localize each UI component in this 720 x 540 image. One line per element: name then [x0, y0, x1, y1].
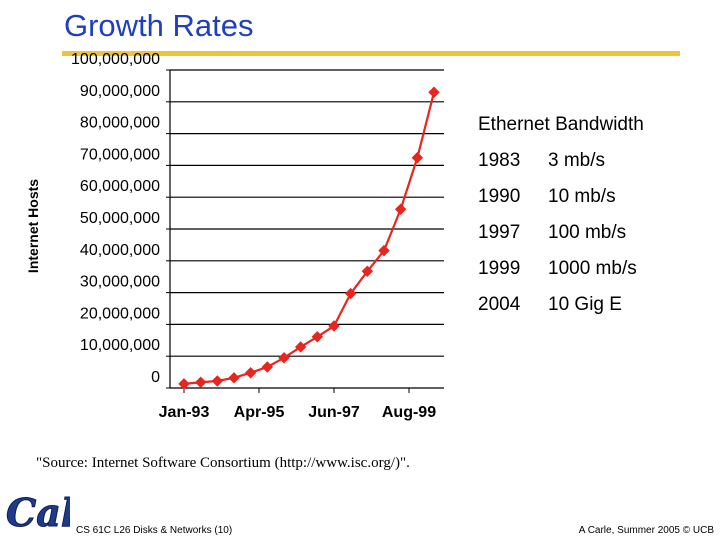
bandwidth-year: 1999 — [478, 258, 521, 279]
bandwidth-speed: 3 mb/s — [548, 150, 606, 171]
data-point — [411, 152, 424, 164]
y-tick-label: 80,000,000 — [80, 115, 160, 132]
bandwidth-title: Ethernet Bandwidth — [478, 114, 644, 135]
y-tick-labels: 0 10,000,000 20,000,000 30,000,000 40,000,00… — [71, 51, 160, 386]
bandwidth-year: 1990 — [478, 186, 521, 207]
x-tick-label: Jun-97 — [308, 404, 360, 421]
data-point — [211, 375, 224, 387]
bandwidth-speed: 10 mb/s — [548, 186, 616, 207]
chart-gridlines — [170, 69, 444, 357]
cal-logo: Cal — [6, 490, 71, 536]
y-tick-label: 100,000,000 — [71, 51, 160, 68]
bandwidth-year: 1997 — [478, 222, 521, 243]
bandwidth-year: 2004 — [478, 294, 521, 315]
bandwidth-speed: 100 mb/s — [548, 222, 627, 243]
y-tick-label: 50,000,000 — [80, 210, 160, 227]
bandwidth-row: 1990 10 mb/s — [478, 186, 616, 208]
bandwidth-row: 1999 1000 mb/s — [478, 258, 637, 280]
data-point — [294, 341, 307, 353]
data-point — [344, 287, 357, 300]
data-point — [378, 244, 390, 257]
footer-course: CS 61C L26 Disks & Networks (10) — [76, 525, 233, 536]
y-axis-label: Internet Hosts — [25, 179, 41, 273]
x-tick-labels: Jan-93 Apr-95 Jun-97 Aug-99 — [159, 404, 437, 421]
data-point — [194, 376, 207, 388]
data-point — [361, 265, 374, 278]
data-point — [228, 372, 240, 384]
data-point — [394, 203, 407, 215]
hosts-growth-chart: 0 10,000,000 20,000,000 30,000,000 40,000,00… — [25, 51, 444, 421]
title-underline — [62, 51, 680, 56]
bandwidth-year: 1983 — [478, 150, 521, 171]
source-citation: "Source: Internet Software Consortium (h… — [36, 455, 410, 471]
data-point — [261, 361, 274, 373]
slide-title: Growth Rates — [64, 8, 254, 43]
y-tick-label: 20,000,000 — [80, 305, 160, 322]
bandwidth-speed: 10 Gig E — [548, 294, 622, 315]
data-point — [428, 86, 440, 98]
data-point — [278, 352, 290, 364]
bandwidth-row: 2004 10 Gig E — [478, 294, 622, 316]
data-point — [328, 320, 340, 332]
y-tick-label: 70,000,000 — [80, 146, 160, 163]
y-tick-label: 60,000,000 — [80, 178, 160, 195]
y-tick-label: 0 — [151, 369, 160, 386]
data-point — [244, 367, 257, 379]
bandwidth-speed: 1000 mb/s — [548, 258, 637, 279]
chart-axes — [166, 69, 444, 393]
x-tick-label: Aug-99 — [382, 404, 436, 421]
bandwidth-row: 1983 3 mb/s — [478, 150, 605, 172]
y-tick-label: 10,000,000 — [80, 337, 160, 354]
cal-logo-text: Cal — [6, 490, 70, 535]
y-tick-label: 90,000,000 — [80, 83, 160, 100]
hosts-series-line — [183, 91, 436, 385]
hosts-series — [178, 86, 440, 390]
y-tick-label: 30,000,000 — [80, 274, 160, 291]
bandwidth-row: 1997 100 mb/s — [478, 222, 626, 244]
data-point — [311, 331, 324, 343]
x-tick-label: Jan-93 — [159, 404, 210, 421]
footer-credit: A Carle, Summer 2005 © UCB — [578, 525, 714, 536]
data-point — [178, 378, 190, 390]
x-tick-label: Apr-95 — [234, 404, 285, 421]
y-tick-label: 40,000,000 — [80, 242, 160, 259]
